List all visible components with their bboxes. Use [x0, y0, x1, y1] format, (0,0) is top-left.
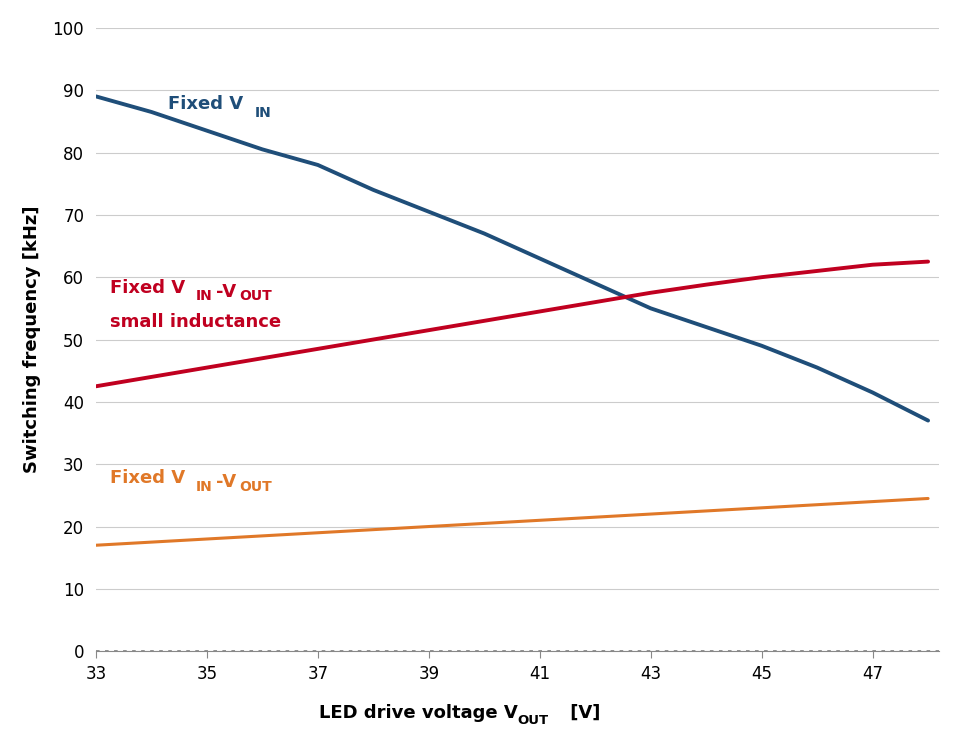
Y-axis label: Switching frequency [kHz]: Switching frequency [kHz] — [23, 206, 41, 474]
Text: Fixed V: Fixed V — [109, 469, 185, 487]
Text: OUT: OUT — [239, 289, 272, 303]
Text: Fixed V: Fixed V — [109, 279, 185, 297]
Text: small inductance: small inductance — [109, 313, 281, 331]
Text: OUT: OUT — [517, 714, 549, 727]
Text: IN: IN — [254, 106, 271, 120]
Text: [V]: [V] — [564, 704, 600, 722]
Text: -V: -V — [216, 283, 236, 301]
Text: Fixed V: Fixed V — [168, 95, 243, 113]
Text: LED drive voltage V: LED drive voltage V — [319, 704, 517, 722]
Text: OUT: OUT — [239, 480, 272, 494]
Text: IN: IN — [196, 289, 213, 303]
Text: -V: -V — [216, 474, 236, 491]
Text: IN: IN — [196, 480, 213, 494]
